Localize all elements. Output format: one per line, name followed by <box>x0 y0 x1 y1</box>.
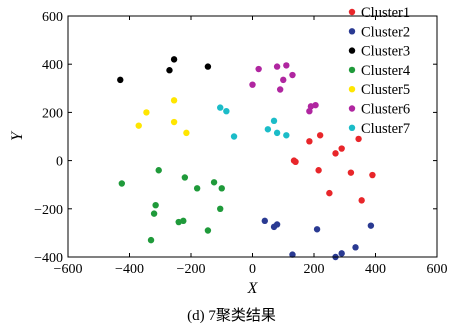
y-axis-label: Y <box>9 130 26 141</box>
x-tick-label: −200 <box>177 262 206 277</box>
point-cluster4 <box>181 174 189 181</box>
y-tick-label: 0 <box>56 155 63 170</box>
points-layer <box>117 56 376 261</box>
point-cluster2 <box>352 244 359 251</box>
legend-marker-cluster6 <box>348 105 356 112</box>
legend-label-cluster6: Cluster6 <box>361 102 410 118</box>
point-cluster4 <box>147 236 155 244</box>
legend-label-cluster3: Cluster3 <box>361 44 410 60</box>
figure-caption: (d) 7聚类结果 <box>187 308 276 324</box>
y-tick-label: 400 <box>42 58 63 73</box>
point-cluster4 <box>204 227 212 234</box>
legend-marker-cluster5 <box>348 86 356 93</box>
point-cluster1 <box>315 167 322 174</box>
point-cluster4 <box>193 185 201 192</box>
point-cluster5 <box>183 129 190 137</box>
legend: Cluster1 Cluster2 Cluster3 Cluster4 Cluster5… <box>348 5 411 137</box>
point-cluster4 <box>150 210 158 217</box>
point-cluster7 <box>264 126 272 133</box>
point-cluster6 <box>249 81 256 88</box>
point-cluster1 <box>306 138 313 145</box>
legend-label-cluster7: Cluster7 <box>361 121 410 137</box>
point-cluster2 <box>261 217 268 225</box>
point-cluster3 <box>204 63 212 70</box>
point-cluster4 <box>217 205 224 212</box>
x-tick-label: 400 <box>365 262 386 277</box>
point-cluster1 <box>369 171 376 179</box>
legend-marker-cluster3 <box>348 47 356 54</box>
point-cluster4 <box>180 217 187 225</box>
point-cluster2 <box>338 250 345 257</box>
point-cluster4 <box>118 180 126 187</box>
point-cluster1 <box>332 150 339 157</box>
point-cluster7 <box>217 104 224 111</box>
legend-marker-cluster7 <box>348 124 356 131</box>
x-tick-label: 0 <box>249 262 256 277</box>
legend-marker-cluster4 <box>348 66 356 74</box>
legend-label-cluster1: Cluster1 <box>361 5 410 21</box>
point-cluster7 <box>230 133 238 140</box>
point-cluster6 <box>255 65 262 73</box>
legend-label-cluster2: Cluster2 <box>361 24 410 40</box>
point-cluster2 <box>273 221 281 228</box>
point-cluster2 <box>367 222 375 229</box>
point-cluster6 <box>312 101 319 109</box>
point-cluster4 <box>210 179 218 186</box>
point-cluster5 <box>135 122 142 129</box>
point-cluster4 <box>152 201 159 209</box>
point-cluster1 <box>355 135 362 143</box>
x-tick-label: 600 <box>427 262 448 277</box>
point-cluster6 <box>280 76 287 84</box>
point-cluster1 <box>326 189 333 197</box>
point-cluster5 <box>170 97 178 104</box>
y-tick-label: 200 <box>42 106 63 121</box>
point-cluster1 <box>316 132 324 139</box>
point-cluster6 <box>289 71 296 79</box>
point-cluster6 <box>276 86 284 93</box>
point-cluster6 <box>273 63 281 70</box>
point-cluster7 <box>270 117 278 125</box>
y-tick-label: 600 <box>42 10 63 25</box>
point-cluster5 <box>143 109 150 116</box>
point-cluster3 <box>117 76 124 84</box>
point-cluster7 <box>283 132 290 139</box>
point-cluster6 <box>283 62 290 69</box>
legend-marker-cluster1 <box>348 8 356 16</box>
x-tick-label: −600 <box>54 262 83 277</box>
x-tick-label: 200 <box>304 262 325 277</box>
point-cluster1 <box>358 197 365 204</box>
legend-label-cluster5: Cluster5 <box>361 82 410 98</box>
x-tick-label: −400 <box>115 262 144 277</box>
point-cluster3 <box>170 56 178 63</box>
x-axis-label: X <box>247 280 259 297</box>
legend-marker-cluster2 <box>348 28 356 35</box>
point-cluster5 <box>170 118 178 126</box>
point-cluster1 <box>338 145 345 152</box>
legend-label-cluster4: Cluster4 <box>361 63 411 79</box>
point-cluster6 <box>306 107 313 115</box>
point-cluster7 <box>273 129 281 137</box>
point-cluster2 <box>313 226 321 233</box>
point-cluster2 <box>289 251 296 258</box>
point-cluster3 <box>166 67 173 74</box>
point-cluster4 <box>218 185 225 192</box>
y-tick-label: −200 <box>34 203 63 218</box>
point-cluster1 <box>292 158 299 166</box>
point-cluster4 <box>155 167 162 174</box>
point-cluster7 <box>223 107 230 115</box>
y-tick-label: −400 <box>34 251 63 266</box>
point-cluster1 <box>347 169 355 176</box>
